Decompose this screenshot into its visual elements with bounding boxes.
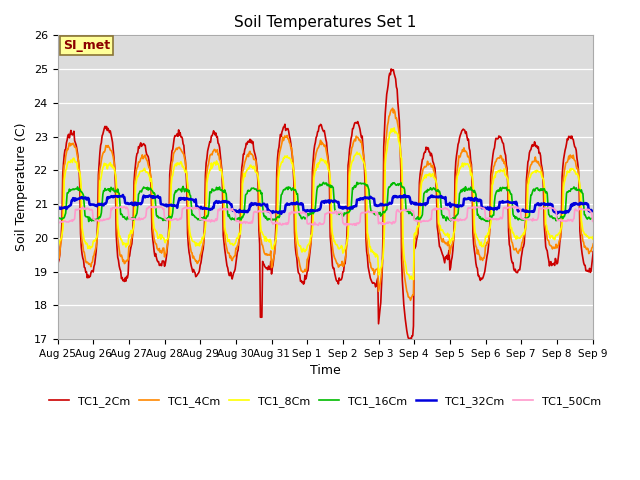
TC1_16Cm [122, 216, 129, 222]
TC1_16Cm [623, 216, 631, 222]
TC1_50Cm [120, 204, 128, 210]
TC1_32Cm [226, 201, 234, 206]
TC1_4Cm [435, 225, 443, 231]
TC1_32Cm [276, 208, 284, 214]
TC1_2Cm [435, 236, 443, 242]
TC1_16Cm [276, 213, 284, 219]
TC1_4Cm [389, 106, 397, 111]
Line: TC1_32Cm: TC1_32Cm [58, 195, 627, 214]
TC1_4Cm [54, 259, 61, 264]
TC1_8Cm [225, 237, 233, 242]
TC1_2Cm [275, 144, 283, 150]
TC1_50Cm [54, 217, 61, 223]
Line: TC1_4Cm: TC1_4Cm [58, 108, 627, 300]
TC1_16Cm [254, 188, 262, 193]
TC1_2Cm [623, 253, 631, 259]
Text: SI_met: SI_met [63, 39, 110, 52]
TC1_2Cm [402, 322, 410, 328]
Line: TC1_2Cm: TC1_2Cm [58, 69, 627, 340]
TC1_4Cm [623, 241, 631, 247]
TC1_2Cm [120, 278, 128, 284]
TC1_32Cm [434, 194, 442, 200]
TC1_8Cm [120, 240, 128, 246]
TC1_16Cm [85, 219, 93, 225]
Line: TC1_16Cm: TC1_16Cm [58, 182, 627, 222]
TC1_2Cm [54, 264, 61, 270]
TC1_4Cm [402, 284, 410, 290]
TC1_32Cm [254, 202, 262, 207]
X-axis label: Time: Time [310, 364, 340, 377]
TC1_4Cm [120, 261, 128, 266]
TC1_8Cm [410, 276, 417, 282]
TC1_16Cm [353, 180, 361, 185]
TC1_2Cm [387, 66, 395, 72]
TC1_4Cm [275, 154, 283, 159]
TC1_32Cm [122, 200, 129, 206]
TC1_50Cm [275, 222, 283, 228]
TC1_32Cm [553, 211, 561, 217]
TC1_4Cm [253, 168, 261, 174]
TC1_32Cm [54, 206, 61, 212]
TC1_50Cm [623, 211, 631, 216]
TC1_50Cm [434, 206, 442, 212]
Line: TC1_8Cm: TC1_8Cm [58, 128, 627, 279]
TC1_8Cm [253, 171, 261, 177]
TC1_16Cm [226, 215, 234, 221]
TC1_50Cm [509, 204, 517, 209]
TC1_32Cm [402, 194, 410, 200]
TC1_16Cm [435, 189, 443, 195]
TC1_2Cm [406, 337, 413, 343]
TC1_8Cm [390, 125, 398, 131]
TC1_4Cm [406, 298, 414, 303]
TC1_50Cm [253, 209, 261, 215]
TC1_4Cm [225, 251, 233, 256]
TC1_2Cm [225, 273, 233, 278]
Title: Soil Temperatures Set 1: Soil Temperatures Set 1 [234, 15, 416, 30]
Legend: TC1_2Cm, TC1_4Cm, TC1_8Cm, TC1_16Cm, TC1_32Cm, TC1_50Cm: TC1_2Cm, TC1_4Cm, TC1_8Cm, TC1_16Cm, TC1… [45, 392, 605, 412]
TC1_50Cm [225, 207, 233, 213]
TC1_8Cm [402, 264, 410, 269]
TC1_8Cm [435, 220, 443, 226]
TC1_16Cm [54, 217, 61, 223]
Line: TC1_50Cm: TC1_50Cm [58, 206, 627, 226]
TC1_50Cm [402, 208, 410, 214]
TC1_8Cm [275, 171, 283, 177]
Y-axis label: Soil Temperature (C): Soil Temperature (C) [15, 123, 28, 252]
TC1_8Cm [54, 242, 61, 248]
TC1_16Cm [403, 208, 411, 214]
TC1_8Cm [623, 233, 631, 239]
TC1_50Cm [343, 223, 351, 228]
TC1_32Cm [623, 205, 631, 211]
TC1_2Cm [253, 169, 261, 175]
TC1_32Cm [119, 192, 127, 198]
